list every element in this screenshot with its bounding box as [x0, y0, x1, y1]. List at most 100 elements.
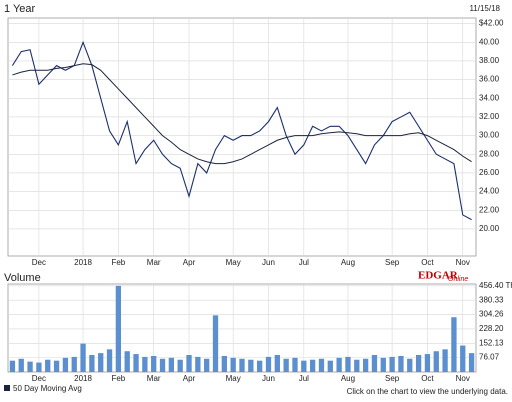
volume-bar	[71, 356, 77, 372]
volume-bar	[468, 353, 475, 372]
volume-bar	[380, 357, 386, 372]
x-tick-label: Nov	[456, 374, 470, 383]
volume-bar	[98, 353, 104, 372]
y-tick-label: 22.00	[479, 205, 500, 214]
x-tick-label: Sep	[385, 374, 400, 383]
volume-bar	[124, 351, 130, 372]
x-tick-label: 2018	[74, 258, 92, 267]
x-tick-label: Aug	[341, 374, 355, 383]
price-line	[11, 40, 472, 221]
x-tick-label: Nov	[456, 258, 470, 267]
x-tick-label: Jul	[299, 258, 309, 267]
y-tick-label: 380.33	[479, 295, 504, 304]
price-line	[12, 63, 472, 165]
volume-bar	[345, 356, 351, 372]
volume-bar	[89, 355, 95, 372]
chart-title: 1 Year	[4, 3, 36, 15]
x-tick-label: Dec	[32, 258, 46, 267]
volume-bar	[309, 359, 316, 372]
y-tick-label: 32.00	[479, 112, 500, 121]
y-tick-label: 228.20	[479, 324, 504, 333]
volume-bar	[336, 357, 342, 372]
volume-bar	[248, 359, 254, 372]
volume-bar	[301, 360, 307, 372]
volume-bar	[292, 357, 298, 372]
volume-bar	[221, 355, 227, 372]
volume-bar	[106, 349, 113, 372]
y-tick-label: 38.00	[479, 56, 500, 65]
annotation: Click on the chart to view the underlyin…	[347, 387, 508, 396]
volume-bar	[239, 358, 245, 372]
brand: EDGAR	[418, 270, 459, 282]
x-tick-label: Apr	[183, 258, 196, 267]
volume-bar	[36, 362, 42, 372]
x-tick-label: Oct	[421, 374, 434, 383]
volume-bar	[398, 355, 404, 372]
volume-bar	[159, 358, 166, 372]
x-tick-label: Aug	[341, 258, 355, 267]
volume-bar	[133, 354, 139, 372]
y-tick-label: 24.00	[479, 187, 500, 196]
volume-bar	[283, 358, 289, 372]
volume-bar	[9, 360, 16, 372]
volume-bar	[142, 356, 148, 372]
y-tick-label: 456.40 Th	[479, 281, 512, 290]
volume-bar	[186, 355, 192, 372]
volume-bar	[62, 357, 69, 372]
volume-bar	[371, 355, 378, 372]
volume-bar	[433, 351, 439, 372]
legend-swatch	[4, 385, 10, 391]
volume-bar	[80, 343, 86, 372]
x-tick-label: Sep	[385, 258, 400, 267]
volume-bar	[265, 356, 272, 372]
volume-bar	[354, 359, 360, 372]
volume-bar	[415, 355, 422, 372]
volume-bar	[362, 358, 369, 372]
volume-bar	[177, 359, 183, 372]
brand-suffix: Online	[448, 276, 468, 283]
y-tick-label: 30.00	[479, 131, 500, 140]
volume-bar	[151, 355, 157, 372]
y-tick-label: 34.00	[479, 93, 500, 102]
legend-label: 50 Day Moving Avg	[13, 384, 82, 393]
volume-bar	[389, 356, 395, 372]
volume-bar	[318, 358, 325, 372]
y-tick-label: 76.07	[479, 353, 500, 362]
x-tick-label: Dec	[32, 374, 46, 383]
date: 11/15/18	[469, 4, 500, 13]
x-tick-label: Oct	[421, 258, 434, 267]
volume-bar	[212, 315, 219, 372]
volume-bar	[451, 317, 457, 372]
x-tick-label: Feb	[111, 374, 125, 383]
volume-bar	[53, 360, 60, 372]
x-tick-label: Jul	[299, 374, 309, 383]
x-tick-label: Feb	[111, 258, 125, 267]
volume-bar	[327, 360, 333, 372]
y-tick-label: 40.00	[479, 37, 500, 46]
volume-bar	[442, 349, 448, 372]
volume-bar	[45, 359, 51, 372]
x-tick-label: Mar	[147, 258, 161, 267]
volume-bar	[424, 354, 431, 372]
y-tick-label: 304.26	[479, 310, 504, 319]
volume-bar	[27, 361, 33, 372]
y-tick-label: 26.00	[479, 168, 500, 177]
volume-bar	[230, 357, 236, 372]
y-tick-label: 152.13	[479, 338, 504, 347]
volume-bar	[204, 358, 210, 372]
volume-bar	[460, 345, 466, 372]
y-tick-label: 28.00	[479, 149, 500, 158]
y-tick-label: 36.00	[479, 75, 500, 84]
x-tick-label: Jun	[262, 258, 275, 267]
x-tick-label: May	[226, 258, 241, 267]
volume-bar	[407, 358, 413, 372]
volume-bar	[18, 358, 24, 372]
x-tick-label: May	[226, 374, 241, 383]
volume-bar	[274, 355, 280, 372]
y-tick-label: $42.00	[479, 19, 504, 28]
volume-bar	[168, 357, 175, 372]
x-tick-label: Jun	[262, 374, 275, 383]
x-tick-label: Mar	[147, 374, 161, 383]
